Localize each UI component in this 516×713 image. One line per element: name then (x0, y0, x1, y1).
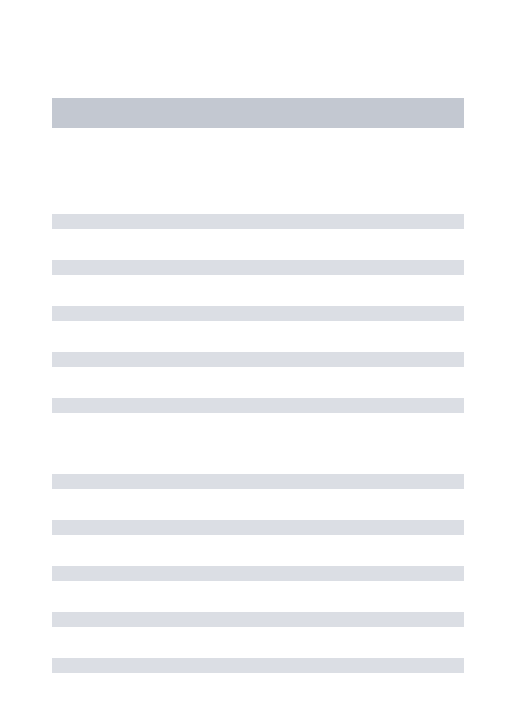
placeholder-container (0, 0, 516, 673)
placeholder-line (52, 398, 464, 413)
placeholder-line (52, 658, 464, 673)
placeholder-line (52, 260, 464, 275)
placeholder-line (52, 306, 464, 321)
section-2 (52, 474, 464, 673)
placeholder-line (52, 352, 464, 367)
placeholder-line (52, 214, 464, 229)
placeholder-line (52, 566, 464, 581)
section-1 (52, 214, 464, 413)
placeholder-line (52, 474, 464, 489)
title-placeholder-bar (52, 98, 464, 128)
placeholder-line (52, 612, 464, 627)
section-divider (52, 444, 464, 474)
placeholder-line (52, 520, 464, 535)
